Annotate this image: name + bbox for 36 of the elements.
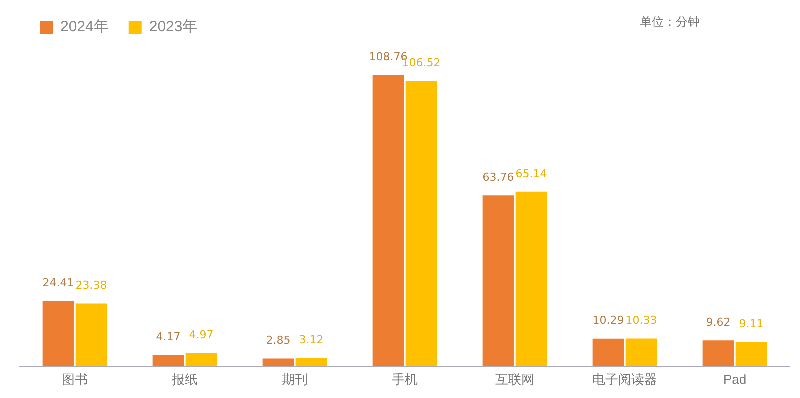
x-tick-label: 报纸 xyxy=(171,372,198,387)
data-label: 2.85 xyxy=(266,334,291,348)
data-label: 3.12 xyxy=(299,333,324,346)
legend-label: 2023年 xyxy=(149,18,198,36)
data-label: 4.97 xyxy=(189,328,214,342)
data-label: 24.41 xyxy=(42,276,74,290)
bar xyxy=(626,338,658,366)
bar xyxy=(406,81,438,366)
x-tick-label: Pad xyxy=(723,372,747,387)
data-label: 10.33 xyxy=(626,314,658,328)
data-label: 4.17 xyxy=(156,330,181,344)
bar xyxy=(702,340,734,366)
legend-label: 2024年 xyxy=(60,18,109,36)
x-tick-label: 电子阅读器 xyxy=(592,372,658,387)
bar xyxy=(262,358,294,366)
x-tick-label: 互联网 xyxy=(496,372,534,387)
data-label: 63.76 xyxy=(482,170,514,184)
x-tick-label: 手机 xyxy=(392,372,418,387)
bar xyxy=(186,353,218,366)
text: 单位：分钟 xyxy=(640,14,700,31)
bar xyxy=(42,301,74,366)
bar xyxy=(482,196,514,366)
bar xyxy=(592,338,624,366)
bar xyxy=(736,342,768,366)
bar xyxy=(372,75,404,366)
data-label: 10.29 xyxy=(592,314,624,328)
data-label: 23.38 xyxy=(76,279,108,292)
x-tick-label: 图书 xyxy=(62,372,88,387)
bar xyxy=(296,358,328,366)
data-label: 65.14 xyxy=(516,167,548,180)
data-label: 9.62 xyxy=(706,316,731,329)
x-tick-label: 期刊 xyxy=(282,372,308,387)
bar xyxy=(152,355,184,366)
bar xyxy=(76,304,108,366)
data-label: 9.11 xyxy=(739,317,764,330)
bar xyxy=(516,192,548,366)
